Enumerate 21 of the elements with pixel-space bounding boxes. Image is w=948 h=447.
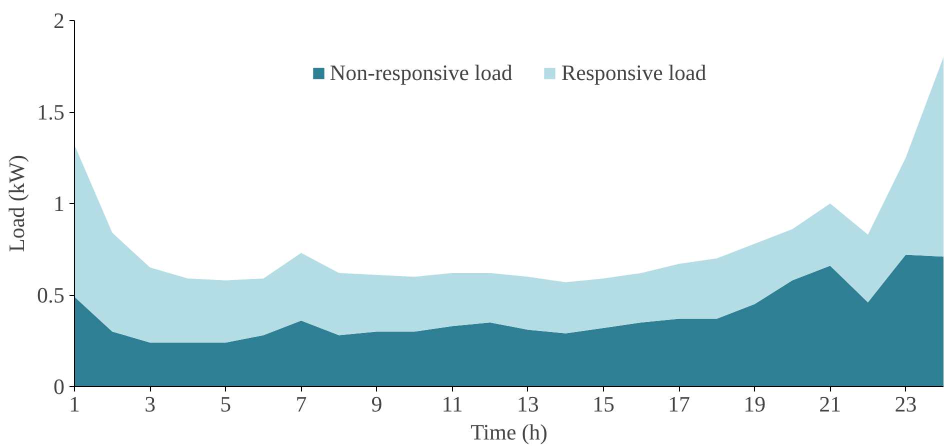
y-tick-label: 1.5 (37, 100, 64, 124)
x-tick-label: 7 (296, 392, 307, 416)
y-tick-label: 0 (54, 374, 64, 399)
y-tick-label: 2 (54, 8, 64, 33)
x-tick-label: 9 (371, 392, 382, 416)
x-tick-label: 17 (668, 392, 690, 416)
y-tick-label: 1 (54, 191, 64, 216)
x-tick-label: 3 (144, 392, 156, 416)
y-tick-label: 0.5 (37, 282, 64, 308)
x-axis-title: Time (h) (470, 420, 548, 444)
x-tick-label: 1 (69, 392, 80, 416)
x-tick-label: 11 (442, 392, 463, 416)
x-tick-label: 21 (819, 392, 842, 416)
x-tick-label: 19 (744, 392, 766, 416)
legend-label: Non-responsive load (330, 60, 512, 86)
x-tick-label: 15 (592, 392, 614, 416)
x-tick-label: 13 (516, 392, 539, 416)
x-tick-label: 23 (894, 392, 917, 416)
x-tick-label: 5 (220, 392, 232, 416)
y-axis-title: Load (kW) (4, 154, 29, 252)
legend-label: Responsive load (561, 60, 706, 86)
